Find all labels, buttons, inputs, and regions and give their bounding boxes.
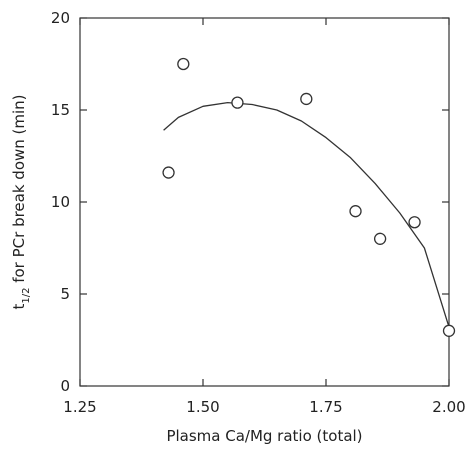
y-tick-label: 5 [60,285,70,303]
data-point [349,205,362,218]
x-tick-label: 1.75 [309,398,342,416]
x-tick-label: 1.50 [186,398,219,416]
data-points [162,57,456,337]
x-tick-label: 1.25 [63,398,96,416]
x-tick-label: 2.00 [432,398,465,416]
data-point [373,232,387,245]
fit-curve-group [163,101,450,328]
data-point [442,324,456,337]
data-point [231,96,244,109]
y-tick-label: 0 [60,377,70,395]
y-axis-label-subscript: 1/2 [21,288,32,304]
y-axis-label: t1/2 for PCr break down (min) [10,94,32,309]
data-point [177,57,190,71]
y-tick-label: 20 [51,9,70,27]
data-point [162,166,175,179]
y-tick-label: 15 [51,101,70,119]
x-axis-ticks: 1.25 1.50 1.75 2.00 [63,18,466,416]
x-axis-label: Plasma Ca/Mg ratio (total) [166,427,362,445]
y-axis-ticks: 0 5 10 15 20 [51,9,449,395]
fit-curve [163,101,450,328]
data-point [408,216,421,229]
plot-area [79,17,450,387]
data-point [300,92,313,106]
y-axis-label-suffix: for PCr break down (min) [10,94,28,287]
y-tick-label: 10 [51,193,70,211]
y-axis-label-prefix: t [10,304,28,310]
